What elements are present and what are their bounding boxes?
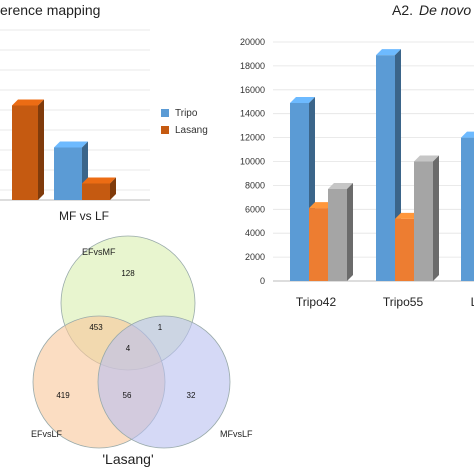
- a2-y-tick-label: 12000: [240, 133, 265, 143]
- venn-circle-mfvslf: [97, 315, 231, 449]
- a2-bar-s0-1-front: [376, 55, 395, 281]
- a1-bar-lasang-0: [12, 99, 44, 200]
- a1-legend-label: Tripo: [175, 108, 198, 119]
- a2-bar-s1-1-front: [395, 218, 414, 281]
- a2-bar-s2-1-front: [414, 161, 433, 281]
- panel-a2: A2. De novo 0 2000 4000 6000 8000 10000 12000 1…: [240, 2, 474, 309]
- a1-bar-lasang-0-front: [12, 105, 38, 200]
- a1-bar-tripo-1-front: [54, 147, 82, 200]
- venn-region-count: 453: [89, 323, 103, 332]
- a1-bars: [12, 99, 116, 200]
- a1-category-label: MF vs LF: [59, 209, 109, 223]
- venn-labels: EFvsMF EFvsLF MFvsLF 128 419 32 453 1 56 4: [31, 247, 253, 439]
- a2-y-tick-label: 8000: [245, 180, 265, 190]
- a1-legend-swatch: [161, 126, 169, 134]
- panel-a1: erence mapping MFMF vs LF Tripo Lasang: [0, 2, 208, 223]
- venn-region-count: 128: [121, 269, 135, 278]
- a2-bar-s1-0-top: [309, 202, 334, 209]
- a2-y-tick-label: 6000: [245, 204, 265, 214]
- venn-region-count: 419: [56, 391, 70, 400]
- a2-category-label: Tripo42: [296, 295, 337, 309]
- a2-bar-s1-0-front: [309, 208, 328, 281]
- a1-bar-tripo-1-top: [54, 141, 88, 148]
- a2-bars: [290, 49, 474, 281]
- a1-bar-lasang-1-front: [82, 183, 110, 200]
- a1-legend: Tripo Lasang: [161, 108, 208, 136]
- a2-y-tick-label: 14000: [240, 109, 265, 119]
- a2-category-labels: Tripo42 Tripo55 L: [296, 295, 474, 309]
- a2-y-tick-label: 2000: [245, 252, 265, 262]
- venn-region-count: 1: [158, 323, 163, 332]
- a2-bar-s2-1: [414, 155, 439, 281]
- venn-set-label: MFvsLF: [220, 429, 253, 439]
- a2-y-ticks: 0 2000 4000 6000 8000 10000 12000 14000 16000 180…: [240, 37, 265, 286]
- a2-bar-s0-0-front: [290, 102, 309, 281]
- a2-y-tick-label: 16000: [240, 85, 265, 95]
- venn-set-label: EFvsMF: [82, 247, 116, 257]
- a2-category-label: L: [471, 295, 474, 309]
- panel-a2-title: De novo: [419, 2, 471, 18]
- a1-bar-lasang-1: [82, 177, 116, 200]
- a1-bar-lasang-1-top: [82, 177, 116, 184]
- a2-bar-s2-0-side: [347, 182, 353, 281]
- venn-set-label: EFvsLF: [31, 429, 63, 439]
- a2-category-label: Tripo55: [383, 295, 424, 309]
- venn-caption: 'Lasang': [102, 451, 153, 467]
- a2-bar-s1-1-top: [395, 212, 420, 219]
- a1-bar-lasang-1-side: [110, 177, 116, 200]
- a1-bar-lasang-0-side: [38, 99, 44, 200]
- a2-bar-s2-0: [328, 182, 353, 281]
- a2-y-tick-label: 0: [260, 276, 265, 286]
- a2-bar-s2-1-top: [414, 155, 439, 162]
- a1-legend-swatch: [161, 109, 169, 117]
- a1-bar-tripo-1: [54, 141, 88, 200]
- panel-a1-title: erence mapping: [0, 2, 100, 18]
- a2-bar-s2-0-top: [328, 182, 353, 189]
- a2-bar-s2-0-front: [328, 188, 347, 281]
- a2-y-tick-label: 18000: [240, 61, 265, 71]
- venn-region-count: 4: [126, 344, 131, 353]
- a1-category-labels: MFMF vs LF: [59, 209, 109, 223]
- panel-a2-label: A2.: [392, 2, 413, 18]
- a1-bar-lasang-0-top: [12, 99, 44, 106]
- a2-bar-s2-1-side: [433, 155, 439, 281]
- a2-bar-s0-2-top: [461, 131, 474, 138]
- a2-y-tick-label: 20000: [240, 37, 265, 47]
- a2-y-tick-label: 4000: [245, 228, 265, 238]
- venn-region-count: 56: [123, 391, 132, 400]
- venn-diagram: EFvsMF EFvsLF MFvsLF 128 419 32 453 1 56 4 'Lasan…: [31, 235, 253, 467]
- a1-legend-label: Lasang: [175, 125, 208, 136]
- a2-y-tick-label: 10000: [240, 157, 265, 167]
- venn-region-count: 32: [187, 391, 196, 400]
- a2-bar-s0-2: [461, 131, 474, 281]
- a2-bar-s0-1-top: [376, 49, 401, 56]
- a2-bar-s0-0-top: [290, 96, 315, 103]
- a2-bar-s0-2-front: [461, 137, 474, 281]
